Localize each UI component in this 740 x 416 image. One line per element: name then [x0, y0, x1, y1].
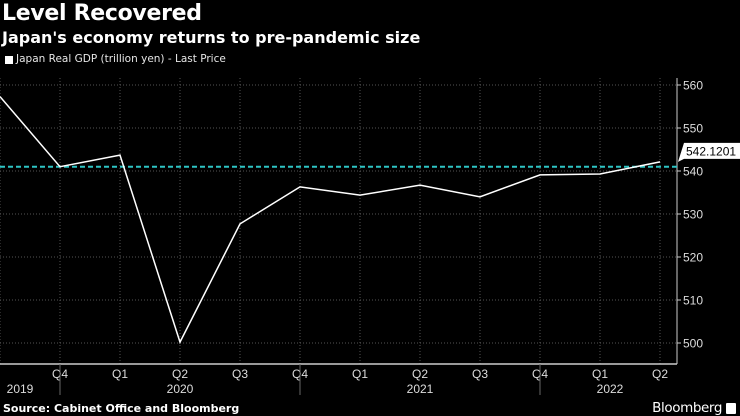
y-tick-label: 500: [683, 337, 703, 351]
x-tick-label: Q1: [112, 367, 128, 381]
y-tick-label: 550: [683, 122, 703, 136]
legend-label: Japan Real GDP (trillion yen) - Last Pri…: [16, 53, 226, 65]
x-year-label: 2022: [597, 382, 624, 396]
legend-swatch: [5, 55, 13, 64]
y-tick-label: 510: [683, 294, 703, 308]
x-year-label: 2021: [407, 382, 434, 396]
bloomberg-logo: Bloomberg: [652, 400, 722, 416]
x-tick-label: Q2: [652, 367, 668, 381]
x-tick-label: Q2: [412, 367, 428, 381]
x-tick-label: Q1: [352, 367, 368, 381]
x-tick-label: Q1: [592, 367, 608, 381]
chart-title: Level Recovered: [2, 1, 202, 26]
x-tick-label: Q2: [172, 367, 188, 381]
last-value-tag: [678, 142, 740, 162]
x-year-label: 2020: [167, 382, 194, 396]
last-value-label: 542.1201: [686, 144, 736, 158]
chart-subtitle: Japan's economy returns to pre-pandemic …: [2, 28, 421, 47]
y-tick-label: 540: [683, 165, 703, 179]
y-tick-label: 560: [683, 79, 703, 93]
y-tick-label: 530: [683, 208, 703, 222]
y-tick-label: 520: [683, 251, 703, 265]
legend: Japan Real GDP (trillion yen) - Last Pri…: [5, 53, 226, 66]
x-tick-label: Q3: [232, 367, 248, 381]
x-tick-label: Q3: [472, 367, 488, 381]
series-line: [0, 96, 661, 345]
bloomberg-icon: [726, 403, 736, 414]
x-year-label: 2019: [7, 382, 34, 396]
source-note: Source: Cabinet Office and Bloomberg: [3, 402, 240, 415]
